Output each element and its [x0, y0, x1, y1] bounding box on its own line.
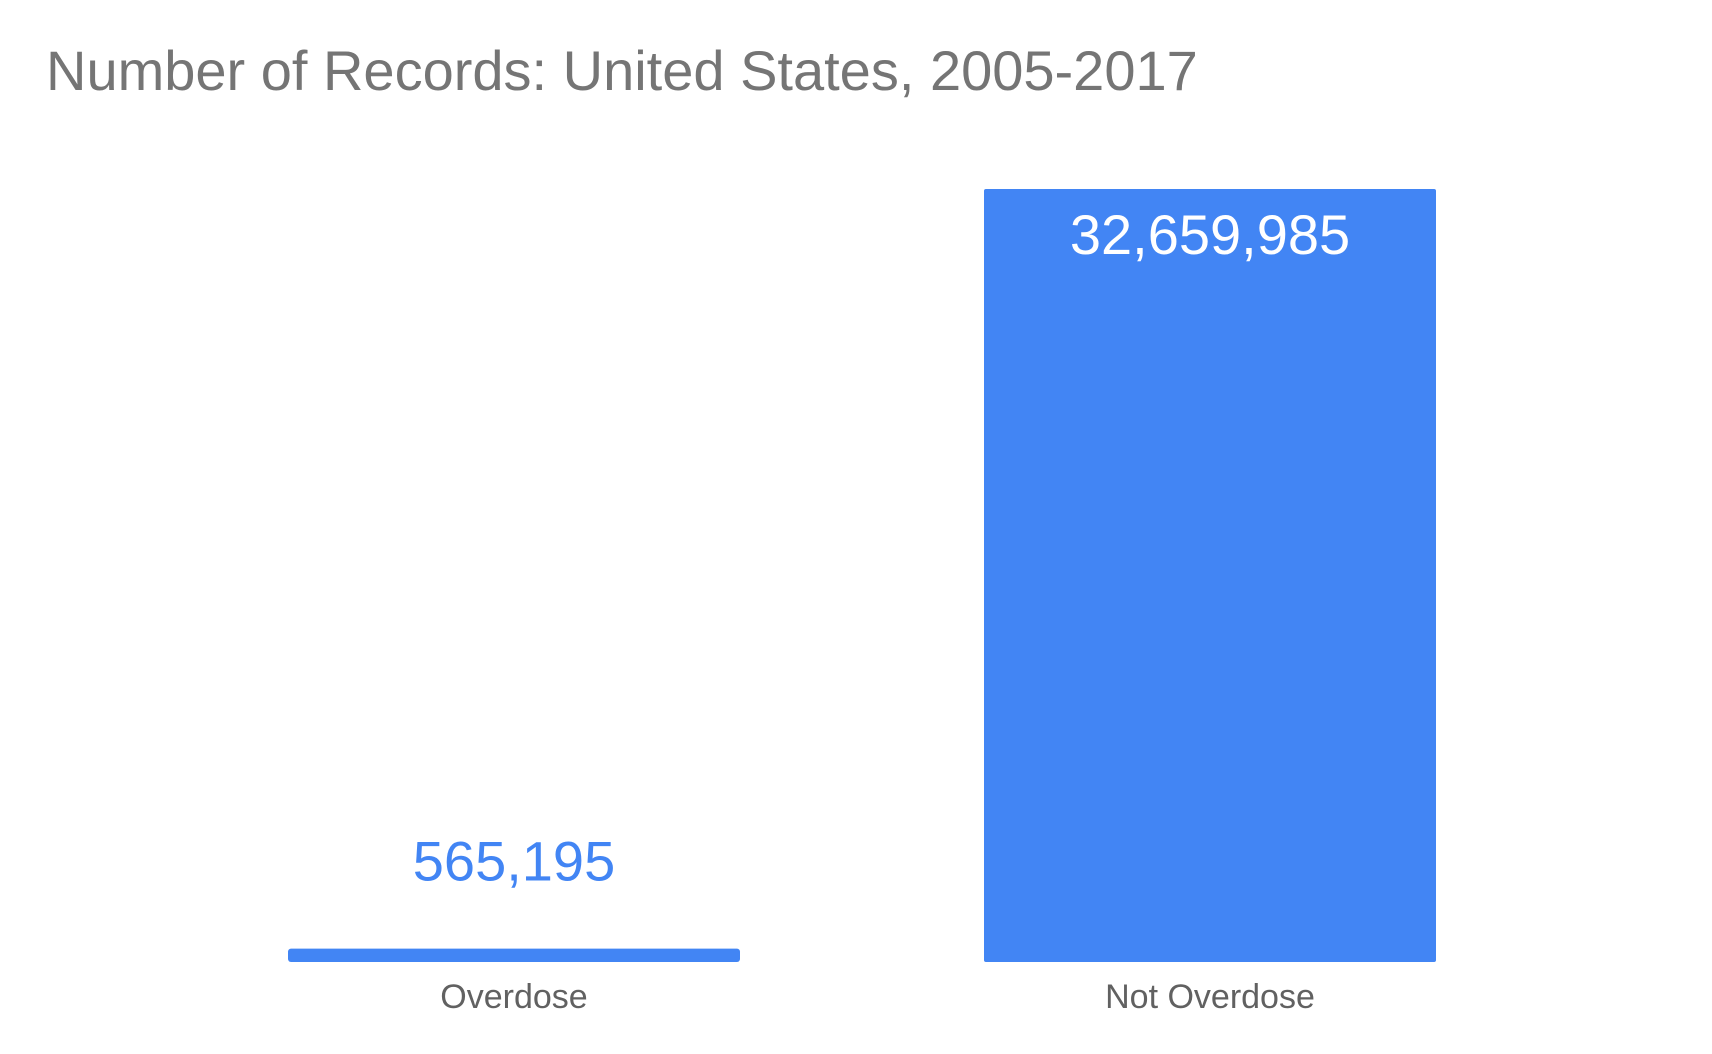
bar-overdose [288, 948, 740, 962]
value-label-not-overdose: 32,659,985 [1070, 203, 1350, 266]
category-label-overdose: Overdose [440, 978, 587, 1016]
category-label-not-overdose: Not Overdose [1105, 978, 1315, 1016]
bar-not-overdose [984, 189, 1436, 962]
chart-title: Number of Records: United States, 2005-2… [46, 39, 1198, 102]
value-label-overdose: 565,195 [413, 830, 615, 893]
